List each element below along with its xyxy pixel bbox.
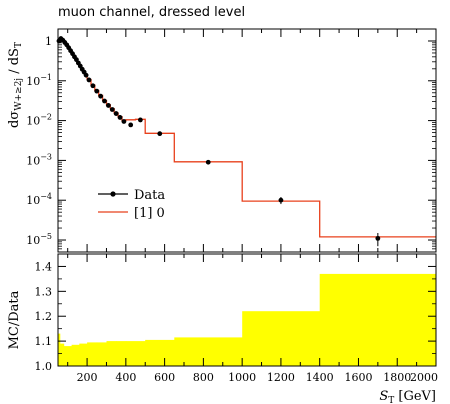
y-tick-base: 10 (26, 75, 40, 88)
ratio-band-bin (319, 273, 437, 366)
chart-title: muon channel, dressed level (58, 5, 245, 20)
ratio-band-bin (242, 311, 321, 366)
y-tick-exponent: −1 (40, 73, 52, 82)
x-tick-label: 1400 (306, 371, 334, 384)
ratio-band-bin (71, 344, 80, 366)
ratio-band-bin (79, 343, 88, 366)
ratio-band-bin (116, 341, 127, 366)
ratio-band-bin (106, 341, 117, 366)
ratio-panel: 1.0 1.1 1.2 1.3 1.4 200 400 600 800 1000 1200 1400 1… (7, 253, 438, 404)
x-tick-label: 200 (77, 371, 98, 384)
y-tick-base: 10 (26, 194, 40, 207)
data-point (128, 122, 134, 128)
data-point (121, 119, 127, 124)
ratio-band-bin (145, 339, 175, 366)
y-tick-base: 10 (26, 115, 40, 128)
data-point (205, 159, 211, 165)
data-point (90, 83, 96, 89)
y-tick-exponent: −4 (40, 192, 52, 201)
data-point (109, 107, 115, 112)
ratio-band-bin (125, 341, 146, 366)
x-tick-label: 1800 (383, 371, 411, 384)
data-point (106, 103, 111, 108)
y-tick-label: 10−3 (26, 152, 52, 167)
ratio-y-tick-label: 1.3 (35, 285, 53, 298)
x-tick-label: 800 (193, 371, 214, 384)
data-point (86, 77, 92, 83)
data-point (102, 98, 107, 104)
main-series-layer (56, 36, 436, 247)
legend-data-label: Data (134, 188, 165, 203)
legend-data-marker (110, 191, 116, 197)
ratio-band-bin (58, 333, 61, 366)
main-panel: 110−110−210−310−410−5 dσW+≥2j / dST Data… (7, 28, 437, 253)
main-axis-ticks: 110−110−210−310−410−5 (26, 28, 436, 252)
data-point (375, 235, 381, 241)
ratio-band-bin (87, 342, 98, 366)
ratio-y-axis-label: MC/Data (7, 290, 22, 349)
ratio-y-tick-label: 1.1 (35, 335, 53, 348)
y-tick-base: 10 (26, 154, 40, 167)
ratio-plot-frame (57, 253, 437, 367)
y-tick-label: 10−5 (26, 232, 52, 247)
x-tick-label: 1600 (344, 371, 372, 384)
main-y-axis-label: dσW+≥2j / dST (7, 42, 24, 128)
data-point (157, 131, 163, 137)
data-point (94, 88, 100, 94)
y-tick-label: 10−2 (26, 113, 52, 128)
ratio-y-tick-label: 1.4 (35, 260, 53, 273)
x-tick-label: 1200 (267, 371, 295, 384)
y-tick-exponent: −2 (40, 113, 52, 122)
x-axis-label: ST [GeV] (379, 389, 436, 404)
y-tick-label: 10−1 (26, 73, 52, 88)
x-tick-label: 400 (115, 371, 136, 384)
data-point (137, 117, 143, 123)
x-tick-label: 2000 (410, 371, 438, 384)
main-plot-frame (57, 28, 437, 253)
legend-mc-label: [1] 0 (134, 206, 165, 221)
x-tick-label: 600 (154, 371, 175, 384)
ratio-y-tick-label: 1.2 (35, 310, 53, 323)
y-tick-exponent: −5 (40, 232, 52, 241)
y-tick-base: 10 (26, 234, 40, 247)
mc-step-line (58, 37, 436, 238)
data-point (113, 111, 119, 116)
legend: Data [1] 0 (98, 188, 165, 221)
data-point (83, 72, 89, 78)
data-point (98, 93, 104, 99)
ratio-axis-ticks: 1.0 1.1 1.2 1.3 1.4 200 400 600 800 1000 1200 1400 1… (35, 254, 438, 384)
y-tick-label: 1 (45, 35, 52, 48)
ratio-y-tick-label: 1.0 (35, 360, 53, 373)
x-tick-label: 1000 (228, 371, 256, 384)
ratio-band-bin (63, 346, 72, 366)
y-tick-exponent: −3 (40, 152, 52, 161)
ratio-band-bin (174, 337, 243, 366)
data-point (117, 115, 123, 120)
data-point (278, 197, 284, 203)
ratio-band-bin (59, 343, 65, 366)
y-tick-label: 10−4 (26, 192, 52, 207)
ratio-band-layer (58, 273, 437, 366)
ratio-band-bin (96, 342, 107, 366)
